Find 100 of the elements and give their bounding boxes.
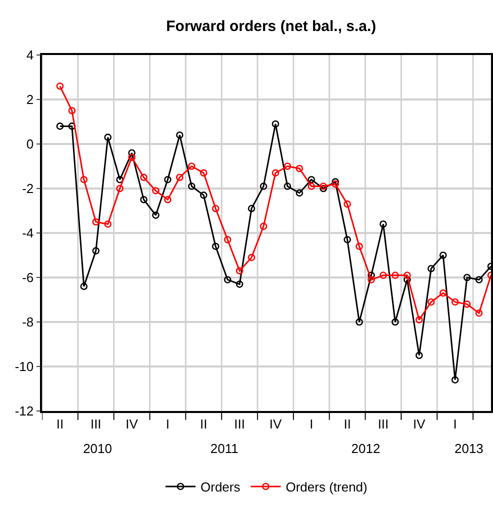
point <box>92 218 100 226</box>
x-tick-label: IV <box>269 416 282 432</box>
point <box>439 289 447 297</box>
point <box>308 182 316 190</box>
point <box>380 272 387 279</box>
x2-tick-label: 2012 <box>351 441 380 456</box>
point <box>140 174 148 182</box>
point <box>68 106 76 114</box>
point <box>128 154 136 161</box>
point <box>248 254 256 262</box>
point <box>152 212 160 219</box>
point <box>248 204 256 212</box>
y-tick-label: -6 <box>22 270 34 286</box>
y-tick-label: -12 <box>14 404 34 419</box>
x-tick-label: III <box>90 416 102 432</box>
point <box>463 274 471 282</box>
y-tick-label: 2 <box>26 92 34 108</box>
point <box>344 236 351 244</box>
point <box>392 318 399 326</box>
point <box>116 176 124 184</box>
point <box>427 264 435 272</box>
point <box>320 182 328 190</box>
point <box>260 182 268 190</box>
x-tick-label: II <box>344 416 351 432</box>
point <box>404 272 411 279</box>
point <box>463 300 471 308</box>
legend-label: Orders <box>200 480 241 495</box>
y-tick-label: -8 <box>22 314 34 330</box>
point <box>296 164 304 172</box>
point <box>272 120 280 128</box>
point <box>92 247 100 254</box>
point <box>308 176 316 184</box>
point <box>200 169 208 177</box>
point <box>212 204 220 212</box>
y-tick-label: 4 <box>26 48 34 63</box>
point <box>380 220 387 228</box>
point <box>128 149 136 157</box>
point <box>260 222 268 230</box>
point <box>332 180 339 188</box>
x-tick-label: III <box>234 416 245 432</box>
point <box>284 182 292 190</box>
point <box>236 267 244 274</box>
x-tick-label: I <box>453 416 457 432</box>
point <box>188 182 196 190</box>
point <box>475 309 483 317</box>
x-tick-label: I <box>166 416 170 432</box>
point <box>176 131 184 139</box>
point <box>416 352 423 360</box>
point <box>368 272 375 279</box>
point <box>272 169 280 177</box>
y-tick-label: -2 <box>22 181 34 196</box>
point <box>439 252 447 259</box>
point <box>140 196 148 204</box>
point <box>451 376 459 384</box>
point <box>320 184 328 192</box>
point <box>56 122 64 130</box>
point <box>224 236 232 244</box>
point <box>416 316 423 324</box>
x-tick-label: II <box>56 416 64 432</box>
y-tick-label: -10 <box>14 359 34 374</box>
x-tick-label: I <box>310 416 314 432</box>
point <box>80 282 88 290</box>
point <box>104 134 112 141</box>
chart-title: Forward orders (net bal., s.a.) <box>166 18 376 36</box>
point <box>68 122 76 130</box>
y-tick-label: 0 <box>26 136 34 152</box>
x-tick-label: IV <box>126 416 138 432</box>
point <box>392 272 399 279</box>
point <box>344 200 351 208</box>
point <box>236 280 244 288</box>
x-tick-label: IV <box>413 416 426 432</box>
point <box>224 276 232 284</box>
point <box>475 276 483 284</box>
point <box>284 162 292 170</box>
point <box>427 298 435 306</box>
y-tick-label: -4 <box>22 226 34 241</box>
point <box>356 242 363 250</box>
point <box>356 318 363 326</box>
point <box>332 178 339 186</box>
point <box>80 176 88 184</box>
legend-label: Orders (trend) <box>286 480 368 495</box>
point <box>212 242 220 250</box>
point <box>164 176 172 184</box>
point <box>104 220 112 228</box>
point <box>152 187 160 194</box>
point <box>200 192 208 199</box>
point <box>404 276 411 284</box>
x2-tick-label: 2011 <box>210 441 238 456</box>
point <box>56 82 64 90</box>
point <box>164 196 172 204</box>
x-tick-label: III <box>378 416 389 432</box>
point <box>176 174 184 182</box>
point <box>188 162 196 170</box>
x2-tick-label: 2010 <box>83 441 112 456</box>
x2-tick-label: 2013 <box>454 441 484 456</box>
point <box>451 298 459 306</box>
point <box>116 184 124 192</box>
point <box>368 276 375 284</box>
point <box>296 189 304 197</box>
x-tick-label: II <box>200 416 208 432</box>
